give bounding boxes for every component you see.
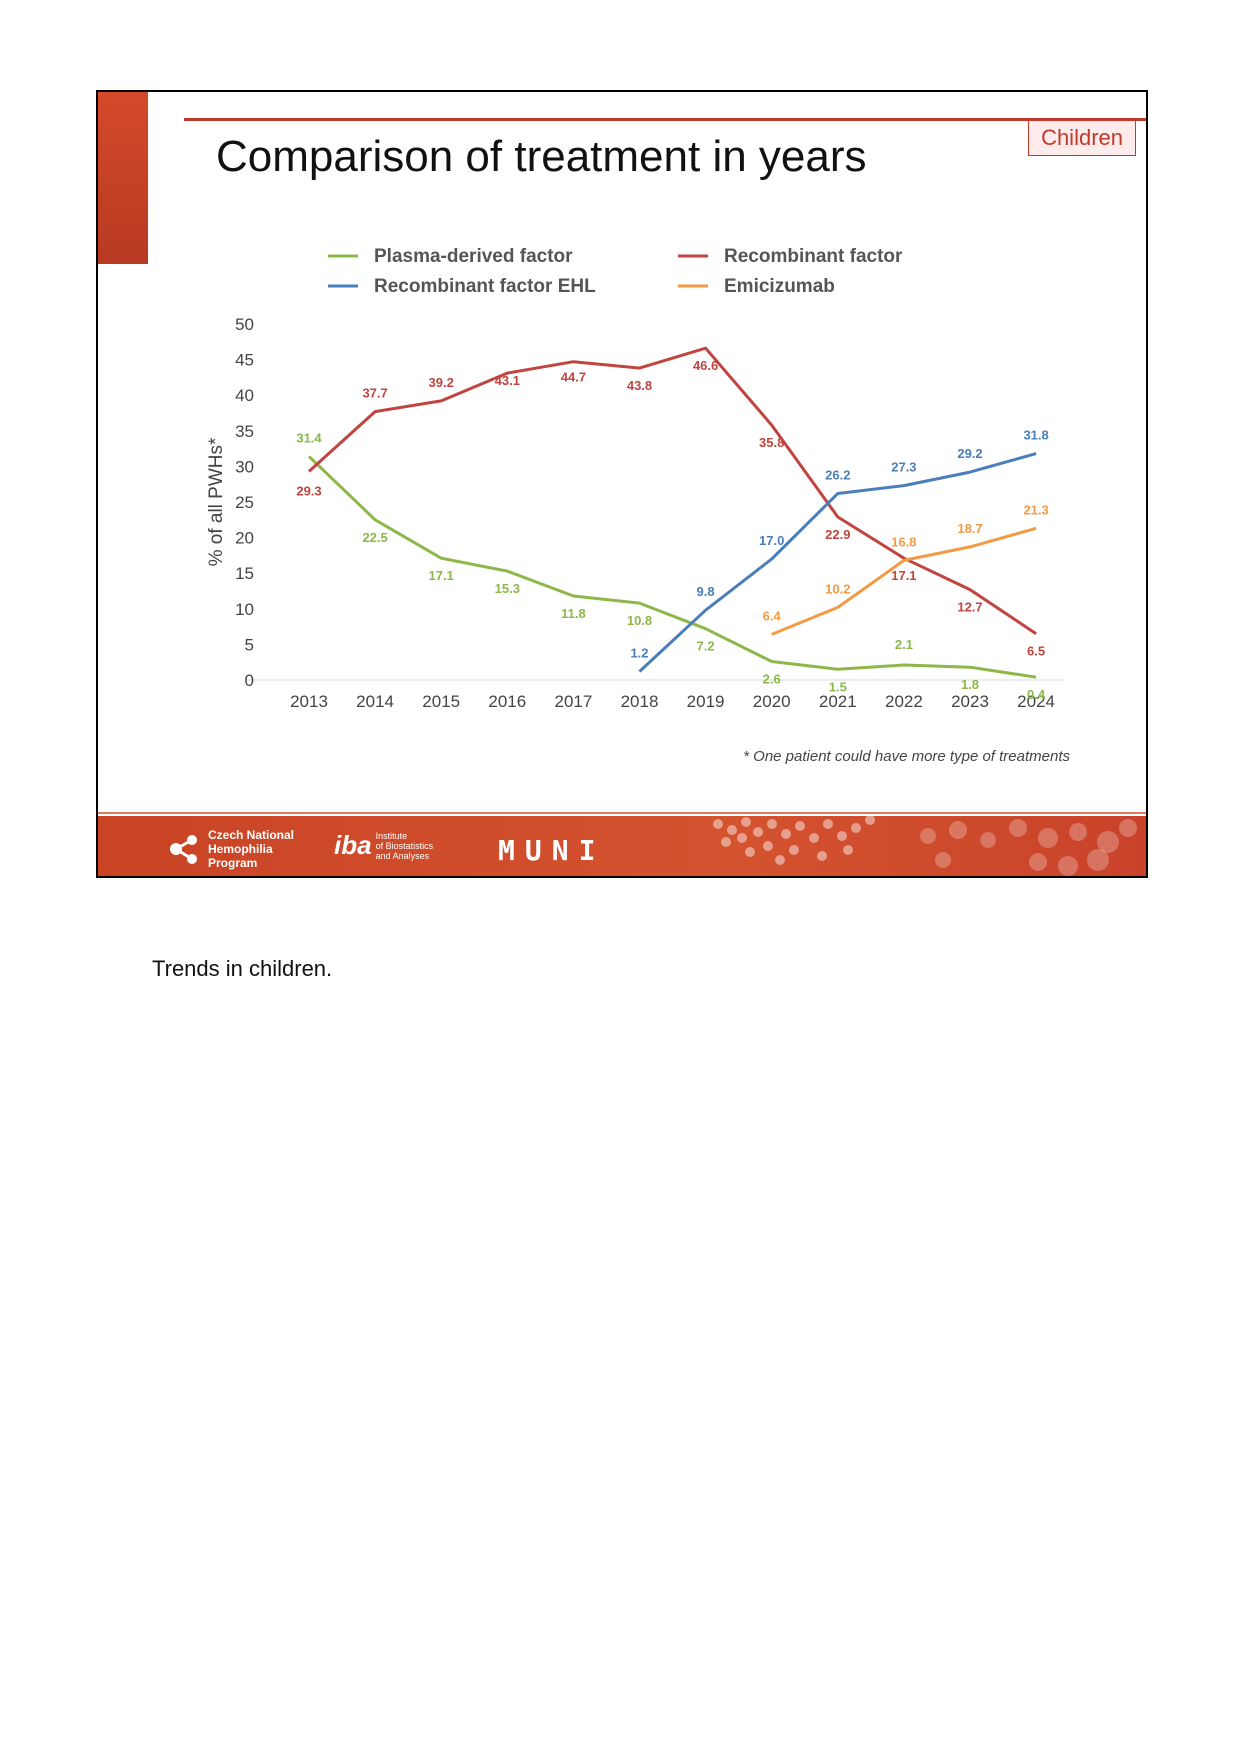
x-tick-label: 2019 xyxy=(687,692,725,711)
data-label: 17.1 xyxy=(891,568,916,583)
corner-accent-block xyxy=(98,92,148,264)
x-tick-label: 2018 xyxy=(621,692,659,711)
data-label: 6.4 xyxy=(763,608,782,623)
series-line xyxy=(771,526,1037,636)
data-label: 22.5 xyxy=(362,530,387,545)
x-tick-label: 2023 xyxy=(951,692,989,711)
y-tick-label: 25 xyxy=(235,493,254,512)
data-label: 15.3 xyxy=(495,581,520,596)
data-label: 7.2 xyxy=(697,639,715,654)
series-line xyxy=(307,346,1037,635)
data-label: 10.2 xyxy=(825,581,850,596)
data-label: 17.0 xyxy=(759,533,784,548)
molecule-icon xyxy=(170,835,197,864)
series-line xyxy=(307,455,1037,679)
data-label: 39.2 xyxy=(429,375,454,390)
y-tick-label: 30 xyxy=(235,457,254,476)
y-tick-label: 5 xyxy=(245,635,254,654)
y-tick-label: 40 xyxy=(235,386,254,405)
line-chart: 0 5 10 15 20 25 30 35 40 45 50 2013 2014 2015 2016 2017… xyxy=(206,246,1064,711)
x-tick-label: 2022 xyxy=(885,692,923,711)
data-label: 0.4 xyxy=(1027,687,1046,702)
data-label: 1.5 xyxy=(829,679,847,694)
y-tick-label: 10 xyxy=(235,600,254,619)
iba-logo-line-1: Institute xyxy=(375,830,408,841)
x-tick-label: 2021 xyxy=(819,692,857,711)
y-tick-label: 50 xyxy=(235,315,254,334)
x-tick-label: 2020 xyxy=(753,692,791,711)
data-label: 11.8 xyxy=(561,606,586,621)
data-label: 29.3 xyxy=(296,483,321,498)
iba-logo-mark: iba xyxy=(334,830,372,860)
data-label: 1.2 xyxy=(630,645,648,660)
y-tick-label: 15 xyxy=(235,564,254,583)
title-rule xyxy=(184,118,1146,121)
cnhp-logo-line-3: Program xyxy=(208,856,258,870)
data-label: 17.1 xyxy=(429,568,454,583)
data-label: 35.8 xyxy=(759,435,784,450)
cnhp-logo: Czech National Hemophilia Program xyxy=(168,828,294,870)
y-axis-label: % of all PWHs* xyxy=(206,437,227,566)
data-label: 2.1 xyxy=(895,637,913,652)
data-label: 31.4 xyxy=(296,430,322,445)
legend-label: Plasma-derived factor xyxy=(374,246,573,267)
x-tick-label: 2016 xyxy=(488,692,526,711)
data-label: 26.2 xyxy=(825,467,850,482)
cnhp-logo-line-2: Hemophilia xyxy=(208,842,273,856)
data-label: 2.6 xyxy=(763,671,781,686)
iba-logo-line-2: of Biostatistics xyxy=(375,840,434,851)
slide-title: Comparison of treatment in years xyxy=(216,132,867,181)
data-label: 31.8 xyxy=(1023,428,1048,443)
legend-label: Emicizumab xyxy=(724,276,835,297)
data-label: 27.3 xyxy=(891,460,916,475)
data-label: 43.8 xyxy=(627,378,652,393)
data-label: 46.6 xyxy=(693,358,718,373)
data-label: 21.3 xyxy=(1023,502,1048,517)
legend-label: Recombinant factor EHL xyxy=(374,276,596,297)
data-label: 44.7 xyxy=(561,370,586,385)
data-label: 22.9 xyxy=(825,527,850,542)
chart-footnote: * One patient could have more type of tr… xyxy=(743,748,1070,765)
footer-bar: Czech National Hemophilia Program iba In… xyxy=(98,816,1146,876)
data-label: 43.1 xyxy=(495,373,520,388)
data-label: 37.7 xyxy=(362,386,387,401)
slide: Comparison of treatment in years Childre… xyxy=(96,90,1148,878)
data-label: 9.8 xyxy=(697,584,715,599)
muni-logo: MUNI xyxy=(498,834,606,867)
data-label: 6.5 xyxy=(1027,644,1045,659)
x-tick-label: 2013 xyxy=(290,692,328,711)
data-label: 1.8 xyxy=(961,677,979,692)
data-label: 10.8 xyxy=(627,613,652,628)
children-badge: Children xyxy=(1028,120,1136,156)
y-tick-label: 45 xyxy=(235,351,254,370)
y-tick-label: 20 xyxy=(235,529,254,548)
cnhp-logo-line-1: Czech National xyxy=(208,828,295,842)
series-line xyxy=(638,452,1037,673)
y-tick-label: 35 xyxy=(235,422,254,441)
footer-divider xyxy=(98,812,1146,814)
x-tick-label: 2017 xyxy=(554,692,592,711)
data-label: 18.7 xyxy=(957,521,982,536)
data-label: 12.7 xyxy=(957,600,982,615)
data-label: 29.2 xyxy=(957,446,982,461)
x-tick-label: 2014 xyxy=(356,692,394,711)
page-caption: Trends in children. xyxy=(152,956,333,981)
x-tick-label: 2024 xyxy=(1017,692,1055,711)
legend-label: Recombinant factor xyxy=(724,246,903,267)
decorative-dots-pattern xyxy=(713,816,1137,876)
x-tick-label: 2015 xyxy=(422,692,460,711)
y-tick-label: 0 xyxy=(245,671,254,690)
iba-logo: iba Institute of Biostatistics and Analy… xyxy=(334,830,433,861)
iba-logo-line-3: and Analyses xyxy=(375,850,430,861)
data-label: 16.8 xyxy=(891,534,916,549)
